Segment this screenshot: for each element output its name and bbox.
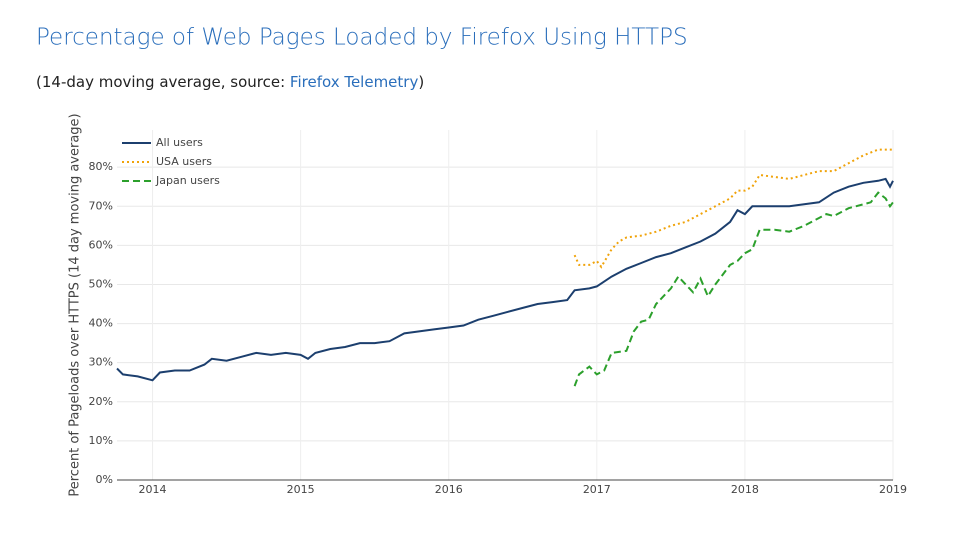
series-line <box>573 148 893 269</box>
x-tick-label: 2018 <box>731 483 759 496</box>
y-tick-label: 30% <box>89 356 113 369</box>
x-tick-label: 2015 <box>287 483 315 496</box>
y-tick-label: 0% <box>96 473 113 486</box>
y-tick-label: 40% <box>89 317 113 330</box>
y-tick-label: 20% <box>89 395 113 408</box>
x-tick-label: 2017 <box>583 483 611 496</box>
legend-label: All users <box>156 136 203 149</box>
x-tick-label: 2014 <box>139 483 167 496</box>
chart-title: Percentage of Web Pages Loaded by Firefo… <box>36 25 688 51</box>
x-tick-label: 2016 <box>435 483 463 496</box>
legend-label: Japan users <box>155 174 220 187</box>
y-tick-label: 70% <box>89 199 113 212</box>
series-line <box>116 177 894 382</box>
y-axis-label: Percent of Pageloads over HTTPS (14 day … <box>68 113 83 496</box>
y-tick-label: 10% <box>89 434 113 447</box>
y-tick-label: 60% <box>89 238 113 251</box>
series-line <box>573 191 894 387</box>
y-tick-label: 50% <box>89 277 113 290</box>
subtitle-link[interactable]: Firefox Telemetry <box>290 73 419 91</box>
legend-label: USA users <box>156 155 212 168</box>
x-tick-label: 2019 <box>879 483 907 496</box>
y-tick-label: 80% <box>89 160 113 173</box>
subtitle-suffix: ) <box>418 73 424 91</box>
subtitle: (14-day moving average, source: Firefox … <box>36 73 424 91</box>
subtitle-prefix: (14-day moving average, source: <box>36 73 290 91</box>
